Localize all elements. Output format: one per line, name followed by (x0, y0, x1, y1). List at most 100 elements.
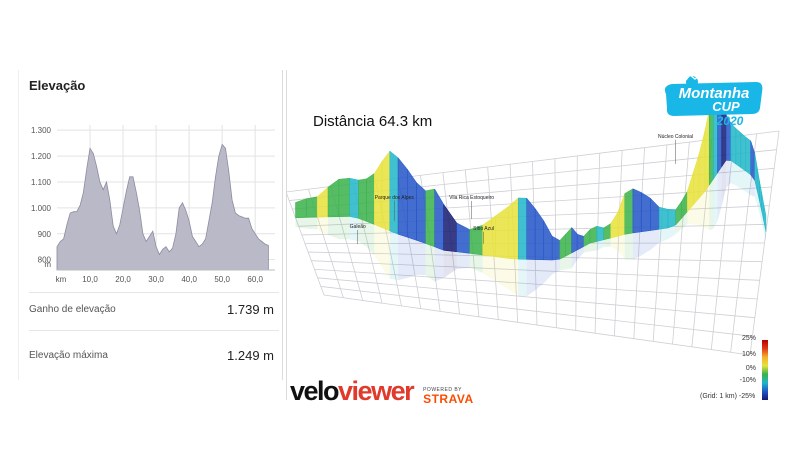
y-tick-label: 900 (38, 230, 52, 239)
route-reflection (757, 190, 760, 214)
x-tick-label: 50,0 (214, 275, 230, 284)
town-label: Parque dos Alpes (375, 195, 415, 201)
route-reflection (543, 259, 553, 284)
route-reflection (610, 236, 618, 251)
route-segment (349, 177, 359, 219)
route-segment (482, 215, 496, 257)
route-reflection (358, 218, 367, 247)
route-reflection (482, 254, 496, 282)
route-reflection (705, 185, 710, 231)
elevation-gain-row: Ganho de elevação 1.739 m (29, 298, 274, 320)
route-segment (735, 127, 742, 169)
y-unit-label: m (44, 260, 51, 269)
route-segment (338, 177, 350, 217)
route-segment (667, 209, 677, 229)
route-segment (389, 150, 399, 235)
x-tick-label: 10,0 (82, 275, 98, 284)
route-reflection (603, 238, 611, 247)
route-reflection (761, 211, 764, 232)
route-reflection (735, 164, 741, 189)
route-reflection (328, 216, 339, 240)
route-reflection (382, 227, 390, 279)
y-tick-label: 1.000 (31, 204, 52, 213)
montanha-line1: Montanha (679, 85, 750, 102)
route-segment (295, 198, 307, 219)
grid-note: (Grid: 1 km) -25% (700, 393, 756, 400)
route-segment (589, 225, 598, 244)
route-reflection (374, 224, 383, 268)
max-value: 1.249 m (227, 347, 274, 363)
strava-label: STRAVA (423, 392, 474, 406)
route-reflection (659, 227, 668, 243)
route-reflection (687, 205, 694, 225)
route-segment (495, 206, 509, 259)
route-segment (740, 132, 747, 172)
route-segment (366, 172, 375, 225)
route-segment (763, 204, 767, 232)
route-reflection (535, 259, 544, 291)
gain-value: 1.739 m (227, 301, 274, 317)
route-reflection (675, 218, 682, 235)
veloviewer-wordmark: veloviewer (290, 376, 415, 406)
route-segment (551, 235, 561, 261)
route-reflection (583, 243, 590, 253)
route-reflection (759, 200, 762, 223)
legend-tick: 0% (745, 365, 756, 372)
gradient-legend: 25% 10% 0% -10% (690, 334, 780, 406)
y-tick-label: 1.300 (31, 126, 52, 135)
x-tick-label: 40,0 (181, 275, 197, 284)
route-segment (456, 222, 470, 254)
route-reflection (577, 246, 584, 259)
route-reflection (338, 216, 350, 240)
route-segment (306, 196, 318, 218)
card-title: Elevação (29, 78, 86, 93)
route-segment (641, 192, 651, 233)
route-reflection (295, 217, 307, 229)
route-segment (543, 220, 553, 261)
legend-tick: 10% (741, 351, 756, 358)
route-reflection (571, 249, 578, 269)
town-label: Sítio Azul (473, 226, 494, 232)
gain-label: Ganho de elevação (29, 303, 116, 315)
route-reflection (624, 232, 633, 260)
powered-by-label: POWERED BY (423, 387, 462, 393)
route-segment (617, 193, 626, 237)
elevation-area (56, 143, 269, 271)
route-reflection (407, 237, 417, 279)
route-segment (416, 181, 426, 244)
route-segment (658, 206, 669, 230)
route-segment (596, 225, 605, 242)
route-segment (517, 197, 527, 260)
route-reflection (495, 256, 509, 290)
route-reflection (469, 253, 483, 273)
x-unit-label: km (56, 275, 67, 284)
route-segment (687, 172, 694, 213)
route-reflection (317, 216, 329, 235)
route-segment (327, 178, 340, 218)
route-segment (443, 203, 457, 253)
route-segment (407, 168, 417, 241)
distance-label: Distância 64.3 km (313, 113, 433, 130)
route-reflection (434, 246, 444, 282)
legend-tick: 25% (741, 335, 756, 342)
route-segment (559, 233, 567, 260)
route-segment (526, 197, 536, 260)
route-reflection (717, 166, 722, 221)
route-reflection (596, 239, 604, 251)
y-tick-label: 1.200 (31, 152, 52, 161)
route-segment (316, 186, 329, 218)
divider (29, 292, 279, 293)
route-reflection (726, 160, 731, 188)
route-reflection (398, 234, 408, 281)
route-segment (508, 197, 519, 260)
veloviewer-3d-profile: Núcleo Colonial Parque dos Alpes Vila Rica… (286, 92, 780, 356)
route-segment (610, 211, 618, 239)
route-segment (692, 153, 700, 206)
legend-tick: -10% (739, 377, 756, 384)
route-reflection (632, 231, 642, 260)
route-reflection (750, 174, 755, 197)
route-reflection (763, 221, 766, 242)
route-reflection (456, 251, 470, 270)
route-reflection (565, 252, 572, 270)
divider (29, 330, 279, 331)
